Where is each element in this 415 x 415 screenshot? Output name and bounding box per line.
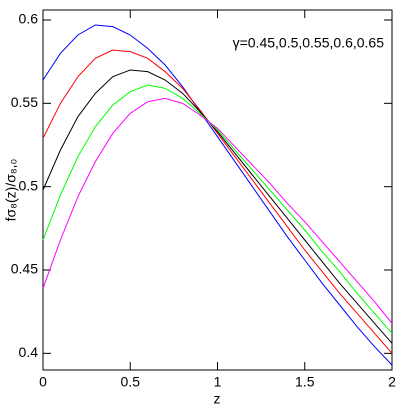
x-axis-label: z xyxy=(214,391,221,407)
data-line xyxy=(42,97,393,324)
y-tick-label: 0.55 xyxy=(11,94,38,110)
x-tick-label: 2 xyxy=(388,374,396,390)
plot-frame xyxy=(42,9,393,371)
x-tick-label: 0 xyxy=(39,374,47,390)
data-line xyxy=(42,49,393,354)
x-tick-label: 1 xyxy=(214,374,222,390)
y-tick-label: 0.6 xyxy=(19,11,39,27)
data-line xyxy=(42,69,393,344)
annotation: γ=0.45,0.5,0.55,0.6,0.65 xyxy=(233,35,385,51)
y-tick-label: 0.5 xyxy=(19,177,39,193)
y-tick-label: 0.4 xyxy=(19,344,39,360)
x-tick-label: 0.5 xyxy=(121,374,141,390)
y-tick-label: 0.45 xyxy=(11,261,38,277)
data-line xyxy=(42,24,393,366)
y-axis-label: fσ₈(z)/σ₈,₀ xyxy=(3,158,19,221)
x-tick-label: 1.5 xyxy=(295,374,315,390)
data-line xyxy=(42,84,393,334)
